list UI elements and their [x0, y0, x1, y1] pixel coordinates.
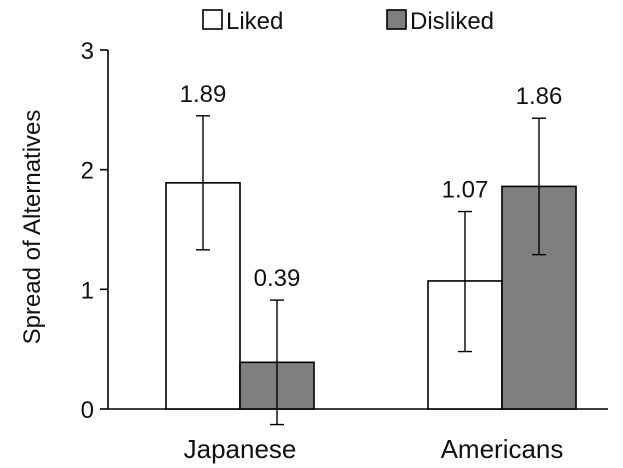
y-tick-label: 1: [81, 277, 94, 304]
legend-swatch-disliked: [386, 9, 407, 30]
legend-swatch-liked: [202, 9, 223, 30]
legend: Liked Disliked: [202, 8, 494, 35]
legend-label-disliked: Disliked: [410, 8, 494, 35]
category-labels: Japanese Americans: [184, 434, 564, 464]
y-axis-label: Spread of Alternatives: [19, 110, 46, 345]
y-tick-label: 2: [81, 158, 94, 185]
data-label-japanese-disliked: 0.39: [254, 265, 301, 292]
data-label-americans-liked: 1.07: [442, 177, 489, 204]
y-tick-label: 3: [81, 38, 94, 65]
data-label-americans-disliked: 1.86: [516, 83, 563, 110]
category-label-japanese: Japanese: [184, 434, 297, 464]
y-tick-label: 0: [81, 397, 94, 424]
y-axis-ticks: 0 1 2 3: [81, 38, 108, 424]
legend-label-liked: Liked: [226, 8, 283, 35]
data-label-japanese-liked: 1.89: [180, 81, 227, 108]
error-bars: [196, 115, 546, 426]
category-label-americans: Americans: [441, 434, 564, 464]
data-labels: 1.89 0.39 1.07 1.86: [180, 81, 563, 292]
bars: [165, 182, 577, 410]
